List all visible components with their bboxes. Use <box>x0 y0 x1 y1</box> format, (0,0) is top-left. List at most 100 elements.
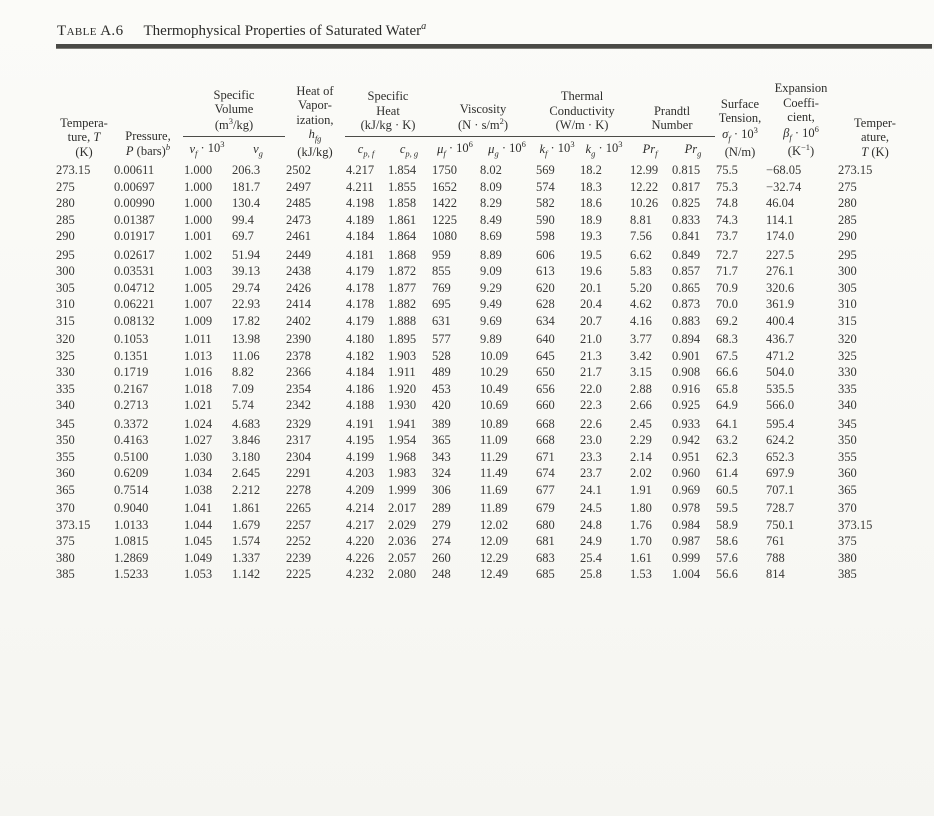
cell: 2.66 <box>630 398 652 412</box>
cell: 1.053 <box>184 567 213 581</box>
cell: 590 <box>536 212 555 227</box>
cell: 4.683 <box>232 416 261 431</box>
cell: 4.178 <box>346 297 375 311</box>
cell: 12.29 <box>480 550 509 565</box>
cell: 0.883 <box>672 313 701 328</box>
cell: 4.199 <box>346 449 375 464</box>
cell: 70.9 <box>716 280 738 295</box>
cell: 13.98 <box>232 332 261 346</box>
cell: −68.05 <box>766 163 802 177</box>
cell: 335 <box>56 381 75 396</box>
cell: 1.021 <box>184 398 213 412</box>
cell: 275 <box>838 179 857 194</box>
cell: 0.7514 <box>114 482 149 497</box>
cell: 63.2 <box>716 433 738 447</box>
cell: 9.09 <box>480 264 502 278</box>
cell: 365 <box>56 482 75 497</box>
cell: 380 <box>56 550 75 565</box>
cell: 4.189 <box>346 212 375 227</box>
cell: 1.868 <box>388 247 417 262</box>
cell: 0.933 <box>672 416 701 431</box>
cell: 61.4 <box>716 466 738 480</box>
cell: 300 <box>56 264 75 278</box>
cell: 2.036 <box>388 534 417 548</box>
cell: 274 <box>432 534 451 548</box>
cell: 2.45 <box>630 416 652 431</box>
cell: 1.007 <box>184 297 213 311</box>
cell: 2239 <box>286 550 311 565</box>
col-header-surface-tension: Surface Tension, σf · 103 (N/m) <box>718 96 762 159</box>
group-header-prandtl-number: Prandtl Number <box>629 56 716 137</box>
cell: 0.999 <box>672 550 701 565</box>
cell: 613 <box>536 264 555 278</box>
group-header-specific-heat: Specific Heat (kJ/kg · K) <box>345 56 432 137</box>
cell: 75.3 <box>716 179 738 194</box>
cell: 566.0 <box>766 398 795 412</box>
cell: 4.209 <box>346 482 375 497</box>
cell: 1.861 <box>232 501 261 515</box>
cell: 46.04 <box>766 196 795 210</box>
table-row: 290 0.01917 1.001 69.7 2461 4.184 1.864 1080 8.6… <box>55 228 913 245</box>
cell: 0.02617 <box>114 247 155 262</box>
cell: 4.217 <box>346 517 375 532</box>
cell: 769 <box>432 280 451 295</box>
cell: 1.903 <box>388 348 417 363</box>
cell: 305 <box>56 280 75 295</box>
col-header-temperature-right: Temper-ature, T (K) <box>854 115 896 159</box>
cell: 0.925 <box>672 398 701 412</box>
cell: 471.2 <box>766 348 795 363</box>
table-row: 285 0.01387 1.000 99.4 2473 4.189 1.861 1225 8.4… <box>55 212 913 229</box>
table-row: 360 0.6209 1.034 2.645 2291 4.203 1.983 324 11.4… <box>55 465 913 482</box>
cell: 130.4 <box>232 196 261 210</box>
table-row: 335 0.2167 1.018 7.09 2354 4.186 1.920 453 10.49… <box>55 381 913 398</box>
sub-col-header: vf · 103 <box>189 139 225 159</box>
group-header-specific-volume: Specific Volume (m3/kg) <box>183 56 285 137</box>
cell: 1.877 <box>388 280 417 295</box>
cell: 2390 <box>286 332 311 346</box>
cell: 343 <box>432 449 451 464</box>
cell: 279 <box>432 517 451 532</box>
cell: 2.14 <box>630 449 652 464</box>
cell: 2378 <box>286 348 311 363</box>
cell: 5.83 <box>630 264 652 278</box>
col-header-heat-of-vaporization: Heat of Vapor-ization, hfg (kJ/kg) <box>296 83 334 159</box>
group-header-thermal-conductivity: Thermal Conductivity (W/m · K) <box>535 56 630 137</box>
cell: 1.968 <box>388 449 417 464</box>
cell: 4.198 <box>346 196 375 210</box>
cell: 206.3 <box>232 163 261 177</box>
cell: 2304 <box>286 449 311 464</box>
cell: 1.044 <box>184 517 213 532</box>
cell: 528 <box>432 348 451 363</box>
cell: 620 <box>536 280 555 295</box>
table-row: 345 0.3372 1.024 4.683 2329 4.191 1.941 389 10.8… <box>55 416 913 433</box>
cell: 1.034 <box>184 466 213 480</box>
cell: 728.7 <box>766 501 795 515</box>
cell: 24.1 <box>580 482 602 497</box>
cell: 18.6 <box>580 196 602 210</box>
cell: 0.825 <box>672 196 701 210</box>
cell: 69.7 <box>232 229 254 243</box>
table-row: 305 0.04712 1.005 29.74 2426 4.178 1.877 769 9.2… <box>55 280 913 297</box>
cell: 19.6 <box>580 264 602 278</box>
cell: 324 <box>432 466 451 480</box>
cell: 1.895 <box>388 332 417 346</box>
cell: 668 <box>536 433 555 447</box>
cell: 4.220 <box>346 534 375 548</box>
cell: 370 <box>838 501 857 515</box>
cell: 3.846 <box>232 433 261 447</box>
table-row: 375 1.0815 1.045 1.574 2252 4.220 2.036 274 12.0… <box>55 533 913 550</box>
cell: 0.9040 <box>114 501 149 515</box>
cell: 1.861 <box>388 212 417 227</box>
cell: 289 <box>432 501 451 515</box>
cell: 2426 <box>286 280 311 295</box>
cell: 1.80 <box>630 501 652 515</box>
cell: 1.009 <box>184 313 213 328</box>
cell: 634 <box>536 313 555 328</box>
cell: 1.001 <box>184 229 213 243</box>
sub-col-header: cp, f <box>357 141 375 159</box>
cell: 1.000 <box>184 163 213 177</box>
cell: 2.29 <box>630 433 652 447</box>
cell: 3.77 <box>630 332 652 346</box>
cell: 0.916 <box>672 381 701 396</box>
